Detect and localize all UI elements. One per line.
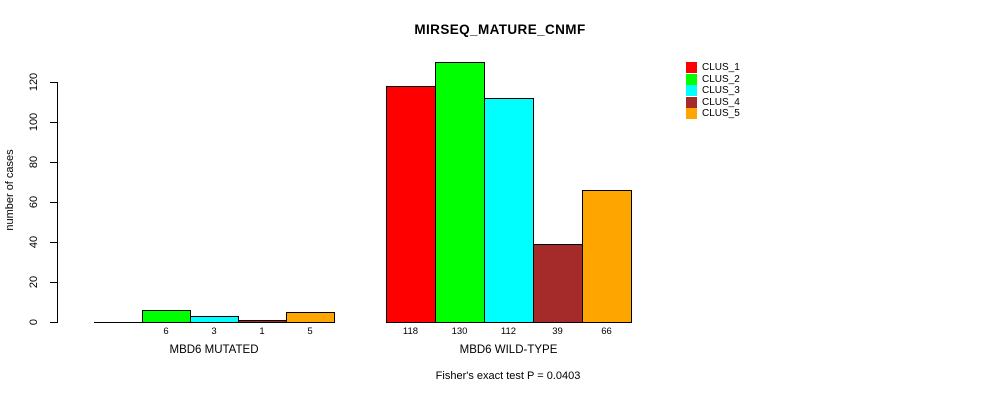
legend-swatch-icon <box>686 62 697 74</box>
legend-swatch-icon <box>686 85 697 97</box>
legend-item-clus_2: CLUS_2 <box>686 74 740 86</box>
bar-value-label: 5 <box>307 326 313 337</box>
bar-value-label: 112 <box>500 326 517 337</box>
y-tick-label: 60 <box>28 195 40 209</box>
bar-clus_5-group2 <box>582 190 632 323</box>
y-tick-mark <box>50 122 57 123</box>
y-tick-mark <box>50 282 57 283</box>
legend-item-clus_3: CLUS_3 <box>686 85 740 97</box>
legend: CLUS_1 CLUS_2 CLUS_3 CLUS_4 CLUS_5 <box>686 62 740 120</box>
bar-clus_1-group1 <box>94 322 143 323</box>
legend-label: CLUS_4 <box>702 96 740 108</box>
legend-swatch-icon <box>686 108 697 120</box>
legend-label: CLUS_1 <box>702 62 740 73</box>
bar-value-label: 130 <box>451 326 468 337</box>
legend-item-clus_5: CLUS_5 <box>686 108 740 120</box>
chart-title: MIRSEQ_MATURE_CNMF <box>414 22 586 37</box>
legend-swatch-icon <box>686 73 697 85</box>
legend-label: CLUS_5 <box>702 108 740 119</box>
legend-label: CLUS_2 <box>702 73 740 85</box>
y-tick-label: 0 <box>28 318 40 326</box>
legend-item-clus_1: CLUS_1 <box>686 62 740 74</box>
legend-item-clus_4: CLUS_4 <box>686 97 740 109</box>
bar-clus_2-group2 <box>435 62 485 323</box>
bar-clus_1-group2 <box>386 86 436 323</box>
group-label-1: MBD6 MUTATED <box>169 344 259 356</box>
group-label-2: MBD6 WILD-TYPE <box>459 344 558 356</box>
y-axis-line <box>57 82 58 323</box>
y-tick-label: 20 <box>28 275 40 289</box>
y-axis-label: number of cases <box>4 149 16 231</box>
bar-clus_2-group1 <box>142 310 191 323</box>
y-tick-label: 80 <box>28 155 40 169</box>
annotation-text: Fisher's exact test P = 0.0403 <box>435 370 581 382</box>
y-tick-label: 40 <box>28 235 40 249</box>
bar-value-label: 1 <box>259 326 265 337</box>
bar-value-label: 6 <box>163 326 169 337</box>
legend-label: CLUS_3 <box>702 85 740 96</box>
y-tick-mark <box>50 322 57 323</box>
y-tick-mark <box>50 202 57 203</box>
y-tick-label: 100 <box>28 112 40 132</box>
y-tick-mark <box>50 162 57 163</box>
legend-swatch-icon <box>686 96 697 108</box>
y-tick-label: 120 <box>28 72 40 92</box>
y-tick-mark <box>50 242 57 243</box>
y-tick-mark <box>50 82 57 83</box>
bar-value-label: 66 <box>601 326 612 337</box>
bar-clus_3-group2 <box>484 98 534 323</box>
bar-clus_4-group2 <box>533 244 583 323</box>
bar-clus_5-group1 <box>286 312 335 323</box>
bar-value-label: 118 <box>402 326 419 337</box>
bar-value-label: 39 <box>552 326 563 337</box>
bar-clus_4-group1 <box>238 320 287 323</box>
bar-clus_3-group1 <box>190 316 239 323</box>
bar-value-label: 3 <box>211 326 217 337</box>
